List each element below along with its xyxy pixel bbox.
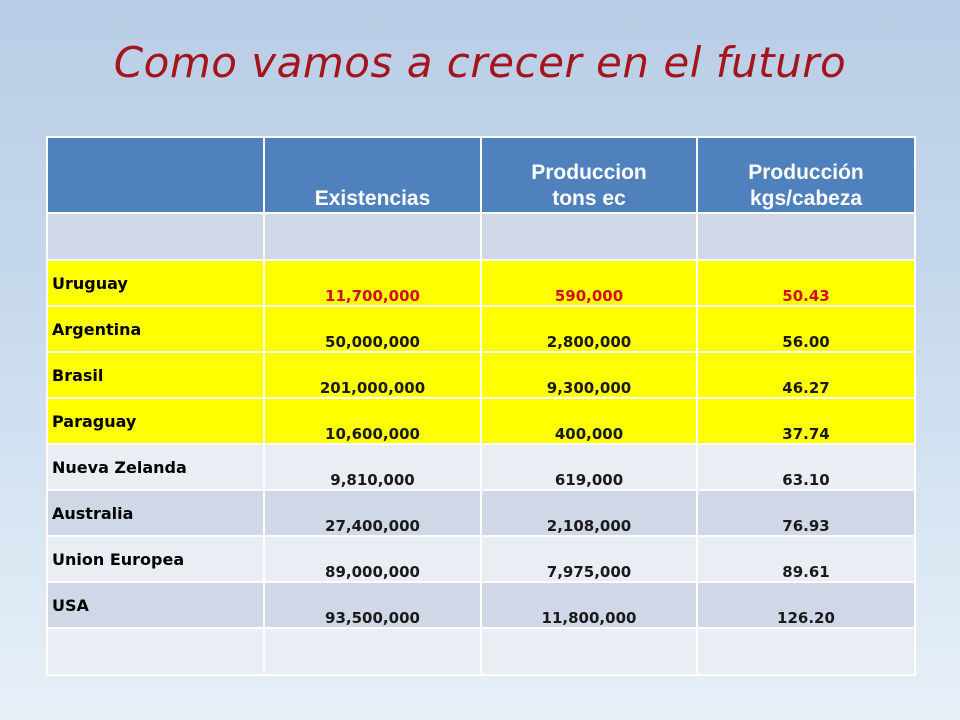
empty-cell	[696, 212, 916, 261]
table-row-union-europea: Union Europea 89,000,000 7,975,000 89.61	[46, 535, 916, 583]
header-kgs-cabeza: Producción kgs/cabeza	[696, 136, 916, 214]
empty-cell	[480, 212, 698, 261]
produccion-cell: 400,000	[480, 397, 698, 445]
country-cell: Paraguay	[46, 397, 265, 445]
existencias-cell: 11,700,000	[263, 259, 482, 307]
kgs-cabeza-cell: 126.20	[696, 581, 916, 629]
empty-cell	[263, 627, 482, 676]
country-cell: USA	[46, 581, 265, 629]
kgs-cabeza-cell: 37.74	[696, 397, 916, 445]
existencias-cell: 93,500,000	[263, 581, 482, 629]
kgs-cabeza-cell: 89.61	[696, 535, 916, 583]
header-country	[46, 136, 265, 214]
existencias-cell: 10,600,000	[263, 397, 482, 445]
kgs-cabeza-cell: 63.10	[696, 443, 916, 491]
kgs-cabeza-cell: 76.93	[696, 489, 916, 537]
kgs-cabeza-cell: 56.00	[696, 305, 916, 353]
table-row-nueva-zelanda: Nueva Zelanda 9,810,000 619,000 63.10	[46, 443, 916, 491]
produccion-cell: 7,975,000	[480, 535, 698, 583]
empty-cell	[696, 627, 916, 676]
existencias-cell: 9,810,000	[263, 443, 482, 491]
country-cell: Argentina	[46, 305, 265, 353]
empty-row	[46, 212, 916, 261]
existencias-cell: 89,000,000	[263, 535, 482, 583]
country-cell: Australia	[46, 489, 265, 537]
header-existencias: Existencias	[263, 136, 482, 214]
country-cell: Union Europea	[46, 535, 265, 583]
existencias-cell: 50,000,000	[263, 305, 482, 353]
country-cell: Brasil	[46, 351, 265, 399]
empty-cell	[480, 627, 698, 676]
table-row-uruguay: Uruguay 11,700,000 590,000 50.43	[46, 259, 916, 307]
table-row-paraguay: Paraguay 10,600,000 400,000 37.74	[46, 397, 916, 445]
table-row-argentina: Argentina 50,000,000 2,800,000 56.00	[46, 305, 916, 353]
produccion-cell: 590,000	[480, 259, 698, 307]
slide-title: Como vamos a crecer en el futuro	[113, 38, 847, 87]
country-cell: Nueva Zelanda	[46, 443, 265, 491]
header-row: Existencias Produccion tons ec Producción…	[46, 136, 916, 214]
empty-cell	[263, 212, 482, 261]
table-row-australia: Australia 27,400,000 2,108,000 76.93	[46, 489, 916, 537]
produccion-cell: 619,000	[480, 443, 698, 491]
empty-cell	[46, 627, 265, 676]
existencias-cell: 201,000,000	[263, 351, 482, 399]
existencias-cell: 27,400,000	[263, 489, 482, 537]
country-cell: Uruguay	[46, 259, 265, 307]
empty-row	[46, 627, 916, 676]
table-row-brasil: Brasil 201,000,000 9,300,000 46.27	[46, 351, 916, 399]
produccion-cell: 2,108,000	[480, 489, 698, 537]
table-row-usa: USA 93,500,000 11,800,000 126.20	[46, 581, 916, 629]
produccion-cell: 11,800,000	[480, 581, 698, 629]
empty-cell	[46, 212, 265, 261]
header-produccion: Produccion tons ec	[480, 136, 698, 214]
kgs-cabeza-cell: 46.27	[696, 351, 916, 399]
kgs-cabeza-cell: 50.43	[696, 259, 916, 307]
produccion-cell: 2,800,000	[480, 305, 698, 353]
production-table: Existencias Produccion tons ec Producción…	[46, 136, 916, 676]
produccion-cell: 9,300,000	[480, 351, 698, 399]
